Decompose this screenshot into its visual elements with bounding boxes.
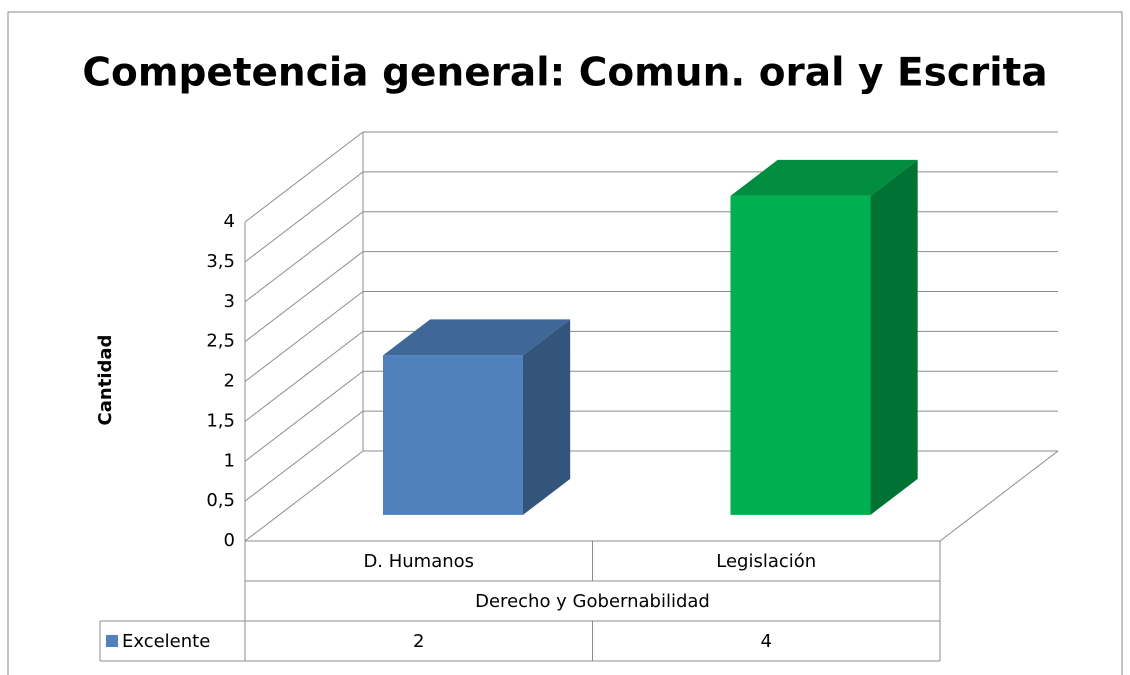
y-tick-label: 1: [224, 450, 235, 471]
y-axis-label: Cantidad: [95, 335, 116, 426]
bar-side: [522, 319, 571, 515]
chart-title: Competencia general: Comun. oral y Escri…: [82, 51, 1047, 96]
bar: [730, 195, 871, 515]
y-tick-label: 0,5: [206, 490, 235, 511]
y-tick-label: 3,5: [206, 251, 235, 272]
y-tick-label: 0: [224, 530, 235, 551]
x-tick-label: Legislación: [716, 551, 816, 572]
bar-top: [382, 319, 571, 356]
legend-key: [106, 635, 118, 647]
y-tick-label: 1,5: [206, 410, 235, 431]
table-value: 4: [761, 631, 772, 652]
legend-label: Excelente: [122, 631, 210, 652]
y-tick-label: 2: [224, 371, 235, 392]
x-tick-label: D. Humanos: [363, 551, 474, 572]
bar-top: [730, 159, 918, 196]
bar-side: [870, 159, 918, 515]
grid-line: [244, 370, 364, 462]
grid-line: [244, 410, 364, 502]
grid-line: [244, 211, 364, 303]
bar: [382, 355, 523, 515]
grid-line: [244, 251, 364, 343]
y-tick-label: 2,5: [206, 331, 235, 352]
group-label: Derecho y Gobernabilidad: [475, 591, 710, 612]
grid-line: [244, 171, 364, 263]
y-tick-label: 4: [224, 211, 235, 232]
grid-line: [244, 131, 364, 223]
grid-line: [244, 330, 364, 422]
grid-line: [244, 291, 364, 382]
grid-line: [244, 450, 364, 542]
floor-edge: [939, 450, 1059, 542]
chart-frame: [7, 11, 1123, 675]
y-tick-label: 3: [224, 291, 235, 312]
table-value: 2: [413, 631, 424, 652]
